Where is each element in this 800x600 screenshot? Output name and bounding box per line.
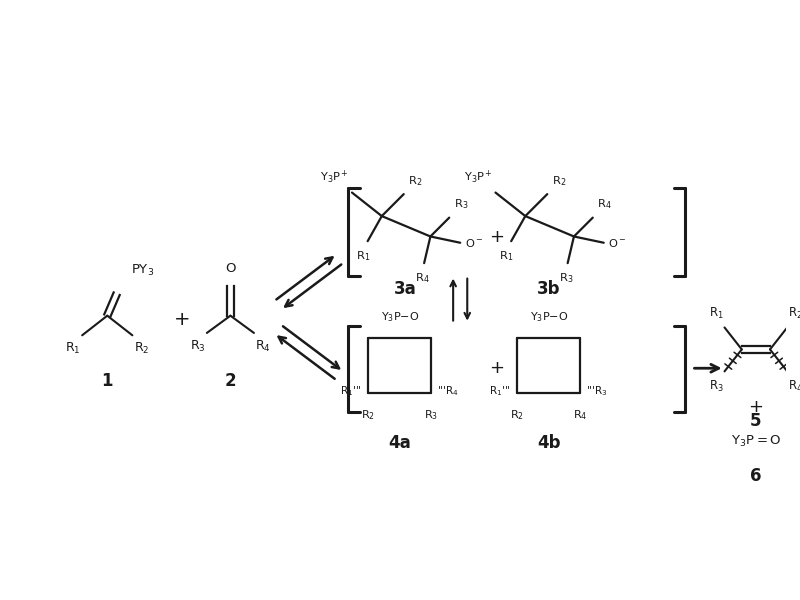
Text: R$_4$: R$_4$ [415,271,430,285]
Text: R$_4$: R$_4$ [573,408,587,422]
Text: R$_1$''': R$_1$''' [340,384,362,398]
Text: Y$_3$P$=$O: Y$_3$P$=$O [730,434,781,449]
Text: +: + [748,398,763,416]
Text: 1: 1 [102,372,113,390]
Text: 4a: 4a [389,434,411,452]
Text: R$_2$: R$_2$ [134,341,150,356]
Text: 4b: 4b [537,434,561,452]
Text: R$_1$''': R$_1$''' [490,384,511,398]
Text: R$_2$: R$_2$ [362,408,375,422]
Text: '''R$_4$: '''R$_4$ [438,384,459,398]
Text: +: + [490,359,505,377]
Text: R$_1$: R$_1$ [710,306,724,321]
Text: R$_1$: R$_1$ [499,249,514,263]
Text: R$_3$: R$_3$ [190,339,206,355]
Text: R$_3$: R$_3$ [710,379,724,394]
Text: R$_2$: R$_2$ [552,174,566,188]
Text: 2: 2 [225,372,236,390]
Text: R$_3$: R$_3$ [559,271,574,285]
Text: Y$_3$P$^+$: Y$_3$P$^+$ [463,169,492,186]
Text: 6: 6 [750,467,762,485]
Text: '''R$_3$: '''R$_3$ [586,384,609,398]
Text: +: + [174,310,190,329]
Text: R$_4$: R$_4$ [598,197,612,211]
Text: 5: 5 [750,412,762,430]
Text: R$_1$: R$_1$ [356,249,370,263]
Text: O$^-$: O$^-$ [465,237,483,249]
Text: 3a: 3a [394,280,417,298]
Text: R$_3$: R$_3$ [454,197,468,211]
Text: Y$_3$P$-$O: Y$_3$P$-$O [530,310,568,323]
Text: R$_3$: R$_3$ [424,408,438,422]
Text: +: + [490,228,505,246]
Text: O$^-$: O$^-$ [609,237,627,249]
Text: O: O [225,262,236,275]
Text: 3b: 3b [537,280,561,298]
Text: R$_4$: R$_4$ [255,339,271,355]
Text: Y$_3$P$-$O: Y$_3$P$-$O [381,310,419,323]
Text: R$_2$: R$_2$ [409,174,422,188]
Text: Y$_3$P$^+$: Y$_3$P$^+$ [320,169,349,186]
Text: R$_2$: R$_2$ [788,306,800,321]
Text: R$_1$: R$_1$ [65,341,81,356]
Text: R$_4$: R$_4$ [787,379,800,394]
Text: R$_2$: R$_2$ [510,408,525,422]
Text: PY$_3$: PY$_3$ [130,263,154,278]
